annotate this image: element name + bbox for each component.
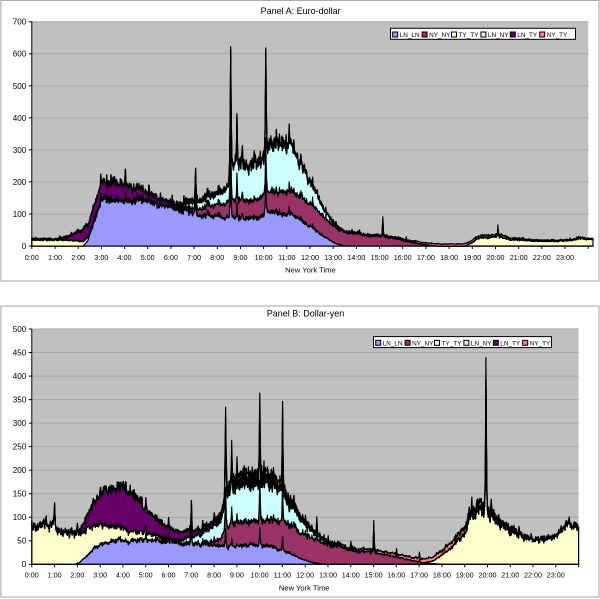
svg-text:3:00: 3:00 bbox=[93, 571, 107, 580]
svg-text:NY_NY: NY_NY bbox=[429, 32, 451, 39]
svg-text:LN_TY: LN_TY bbox=[500, 340, 521, 347]
svg-text:9:00: 9:00 bbox=[230, 571, 244, 580]
svg-text:5:00: 5:00 bbox=[141, 253, 155, 262]
svg-text:LN_LN: LN_LN bbox=[400, 32, 420, 39]
svg-text:13:00: 13:00 bbox=[319, 571, 337, 580]
svg-text:LN_NY: LN_NY bbox=[471, 340, 492, 347]
svg-text:700: 700 bbox=[13, 18, 27, 27]
svg-text:22:00: 22:00 bbox=[524, 571, 542, 580]
svg-text:50: 50 bbox=[17, 537, 27, 546]
svg-text:LN_NY: LN_NY bbox=[488, 32, 509, 39]
svg-text:Panel B: Dollar-yen: Panel B: Dollar-yen bbox=[267, 308, 345, 318]
svg-text:1:00: 1:00 bbox=[48, 571, 62, 580]
svg-text:200: 200 bbox=[13, 178, 27, 187]
svg-text:0:00: 0:00 bbox=[25, 253, 39, 262]
svg-text:300: 300 bbox=[13, 146, 27, 155]
svg-text:18:00: 18:00 bbox=[433, 571, 451, 580]
svg-text:300: 300 bbox=[13, 419, 27, 428]
svg-text:1:00: 1:00 bbox=[48, 253, 62, 262]
svg-text:4:00: 4:00 bbox=[116, 571, 130, 580]
svg-text:2:00: 2:00 bbox=[71, 253, 85, 262]
svg-text:8:00: 8:00 bbox=[207, 571, 221, 580]
svg-text:23:00: 23:00 bbox=[556, 253, 574, 262]
svg-text:10:00: 10:00 bbox=[255, 253, 273, 262]
svg-text:20:00: 20:00 bbox=[487, 253, 505, 262]
svg-text:2:00: 2:00 bbox=[70, 571, 84, 580]
svg-text:NY_TY: NY_TY bbox=[547, 32, 568, 39]
svg-text:NY_TY: NY_TY bbox=[530, 340, 551, 347]
svg-text:New York Time: New York Time bbox=[285, 265, 336, 274]
svg-text:14:00: 14:00 bbox=[347, 253, 365, 262]
svg-text:7:00: 7:00 bbox=[187, 253, 201, 262]
svg-text:8:00: 8:00 bbox=[210, 253, 224, 262]
svg-text:10:00: 10:00 bbox=[251, 571, 269, 580]
svg-text:17:00: 17:00 bbox=[410, 571, 428, 580]
svg-text:19:00: 19:00 bbox=[456, 571, 474, 580]
svg-text:15:00: 15:00 bbox=[371, 253, 389, 262]
svg-text:7:00: 7:00 bbox=[184, 571, 198, 580]
svg-text:250: 250 bbox=[13, 443, 27, 452]
svg-text:19:00: 19:00 bbox=[463, 253, 481, 262]
svg-text:New York Time: New York Time bbox=[279, 584, 330, 593]
svg-text:LN_TY: LN_TY bbox=[517, 32, 538, 39]
svg-text:6:00: 6:00 bbox=[162, 571, 176, 580]
svg-text:400: 400 bbox=[13, 114, 27, 123]
svg-text:TY_TY: TY_TY bbox=[459, 32, 480, 39]
svg-text:150: 150 bbox=[13, 490, 27, 499]
svg-text:22:00: 22:00 bbox=[533, 253, 551, 262]
svg-text:600: 600 bbox=[13, 50, 27, 59]
svg-text:450: 450 bbox=[13, 348, 27, 357]
svg-text:LN_LN: LN_LN bbox=[383, 340, 403, 347]
svg-text:12:00: 12:00 bbox=[296, 571, 314, 580]
svg-text:4:00: 4:00 bbox=[118, 253, 132, 262]
svg-text:0: 0 bbox=[22, 560, 27, 569]
svg-text:NY_NY: NY_NY bbox=[412, 340, 434, 347]
svg-text:21:00: 21:00 bbox=[501, 571, 519, 580]
svg-text:100: 100 bbox=[13, 513, 27, 522]
svg-text:17:00: 17:00 bbox=[417, 253, 435, 262]
svg-text:12:00: 12:00 bbox=[301, 253, 319, 262]
svg-text:500: 500 bbox=[13, 325, 27, 334]
svg-text:200: 200 bbox=[13, 466, 27, 475]
svg-text:23:00: 23:00 bbox=[547, 571, 565, 580]
svg-text:11:00: 11:00 bbox=[274, 571, 291, 580]
svg-text:500: 500 bbox=[13, 82, 27, 91]
svg-text:14:00: 14:00 bbox=[342, 571, 360, 580]
svg-text:Panel A: Euro-dollar: Panel A: Euro-dollar bbox=[261, 6, 341, 16]
svg-text:5:00: 5:00 bbox=[139, 571, 153, 580]
svg-text:11:00: 11:00 bbox=[278, 253, 295, 262]
svg-text:0:00: 0:00 bbox=[25, 571, 39, 580]
svg-text:100: 100 bbox=[13, 210, 27, 219]
svg-text:400: 400 bbox=[13, 372, 27, 381]
svg-text:350: 350 bbox=[13, 396, 27, 405]
svg-text:TY_TY: TY_TY bbox=[442, 340, 463, 347]
svg-text:9:00: 9:00 bbox=[234, 253, 248, 262]
svg-text:21:00: 21:00 bbox=[510, 253, 528, 262]
svg-text:16:00: 16:00 bbox=[387, 571, 405, 580]
svg-text:16:00: 16:00 bbox=[394, 253, 412, 262]
svg-text:0: 0 bbox=[22, 242, 27, 251]
svg-text:6:00: 6:00 bbox=[164, 253, 178, 262]
svg-text:20:00: 20:00 bbox=[479, 571, 497, 580]
svg-text:18:00: 18:00 bbox=[440, 253, 458, 262]
svg-text:3:00: 3:00 bbox=[94, 253, 108, 262]
svg-text:15:00: 15:00 bbox=[365, 571, 383, 580]
svg-text:13:00: 13:00 bbox=[324, 253, 342, 262]
